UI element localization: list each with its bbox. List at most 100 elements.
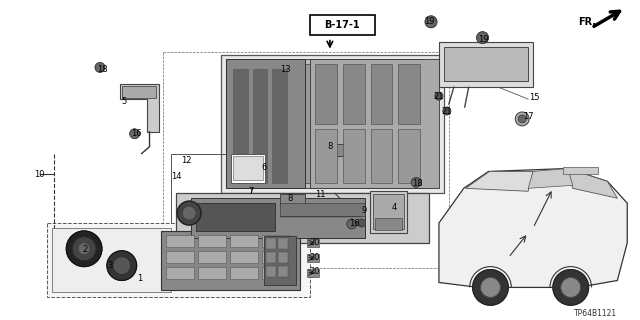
Polygon shape	[439, 42, 533, 87]
Bar	[307, 268, 319, 276]
Polygon shape	[439, 169, 627, 287]
Polygon shape	[528, 169, 573, 188]
Text: 19: 19	[478, 35, 489, 44]
Text: 5: 5	[121, 97, 126, 106]
Circle shape	[518, 115, 526, 123]
Circle shape	[347, 219, 356, 229]
Polygon shape	[568, 169, 618, 198]
Text: 21: 21	[442, 107, 452, 116]
Bar	[343, 64, 365, 124]
Text: 9: 9	[362, 206, 367, 215]
Bar	[371, 129, 392, 183]
Circle shape	[130, 129, 140, 139]
Bar	[374, 218, 403, 230]
Bar	[262, 251, 289, 263]
Text: 15: 15	[529, 92, 540, 102]
Bar	[198, 251, 226, 263]
Bar	[278, 238, 288, 249]
Bar	[166, 251, 194, 263]
Circle shape	[425, 16, 437, 28]
Polygon shape	[176, 193, 429, 243]
Bar	[226, 60, 424, 188]
Bar	[52, 228, 172, 292]
Bar	[122, 86, 156, 98]
Text: 13: 13	[280, 65, 291, 74]
Text: FR.: FR.	[579, 17, 596, 27]
Circle shape	[72, 237, 96, 261]
Bar	[166, 235, 194, 247]
Bar	[262, 235, 289, 247]
Text: 10: 10	[35, 170, 45, 179]
Bar	[278, 266, 288, 276]
Text: 12: 12	[181, 156, 191, 165]
Text: 11: 11	[315, 190, 325, 199]
Bar	[231, 64, 419, 183]
Bar	[307, 239, 319, 247]
Bar	[307, 254, 319, 262]
Circle shape	[553, 269, 589, 305]
Circle shape	[472, 269, 508, 305]
Bar	[196, 203, 275, 231]
Bar	[231, 154, 266, 183]
Bar	[198, 267, 226, 278]
Bar	[191, 198, 365, 238]
Text: 1: 1	[137, 274, 142, 283]
Circle shape	[107, 251, 137, 281]
Text: 8: 8	[287, 194, 293, 203]
Circle shape	[113, 257, 131, 275]
Bar	[226, 60, 305, 188]
Bar	[273, 69, 287, 183]
Circle shape	[561, 277, 580, 297]
Bar	[325, 144, 355, 156]
Text: 18: 18	[97, 65, 108, 74]
Bar	[266, 266, 276, 276]
Bar	[398, 64, 420, 124]
Text: 21: 21	[434, 92, 444, 100]
Text: B-17-1: B-17-1	[324, 20, 360, 30]
Bar	[230, 267, 257, 278]
Text: 16: 16	[131, 129, 142, 138]
Bar	[230, 251, 257, 263]
Bar	[233, 156, 262, 180]
Bar	[262, 267, 289, 278]
Text: 7: 7	[248, 187, 253, 196]
Circle shape	[182, 206, 196, 220]
Text: 20: 20	[310, 238, 320, 247]
Bar	[253, 69, 268, 183]
Bar	[264, 236, 296, 285]
Circle shape	[515, 112, 529, 126]
Polygon shape	[466, 172, 533, 191]
Bar	[233, 69, 248, 183]
Bar	[266, 252, 276, 263]
Bar	[398, 129, 420, 183]
Polygon shape	[47, 223, 310, 297]
Bar	[340, 206, 358, 216]
Circle shape	[177, 201, 201, 225]
Bar	[278, 252, 288, 263]
Circle shape	[435, 92, 443, 100]
Text: 4: 4	[392, 203, 397, 212]
Circle shape	[481, 277, 500, 297]
Bar	[372, 194, 404, 229]
Text: 6: 6	[262, 163, 267, 172]
Polygon shape	[369, 191, 407, 233]
Bar	[198, 235, 226, 247]
Bar	[444, 47, 528, 81]
Bar	[280, 194, 305, 204]
Circle shape	[67, 231, 102, 267]
Circle shape	[95, 62, 105, 72]
Bar	[371, 64, 392, 124]
Text: 16: 16	[349, 220, 360, 228]
Text: 2: 2	[83, 245, 88, 254]
Text: 18: 18	[412, 179, 422, 188]
Bar	[230, 235, 257, 247]
Text: 19: 19	[424, 17, 435, 26]
Text: 20: 20	[310, 267, 320, 276]
Bar	[315, 129, 337, 183]
Bar	[166, 267, 194, 278]
Circle shape	[358, 219, 365, 227]
Bar	[280, 203, 365, 216]
Bar	[161, 231, 300, 290]
Circle shape	[78, 243, 90, 255]
Bar	[172, 154, 251, 248]
